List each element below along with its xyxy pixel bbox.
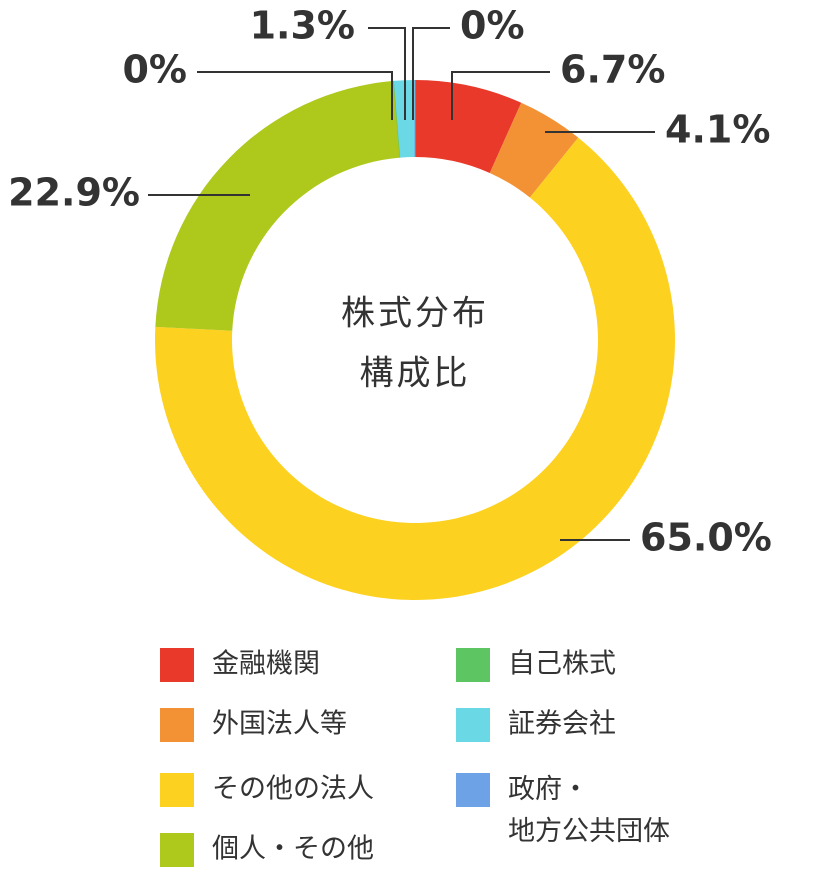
donut-slice [393, 80, 401, 158]
donut-slice [489, 102, 579, 198]
value-label: 1.3% [250, 4, 355, 48]
value-label: 65.0% [640, 516, 772, 560]
chart-title: 株式分布 [341, 294, 489, 334]
legend-label: 外国法人等 [212, 709, 347, 740]
legend-swatch [160, 773, 194, 807]
value-label: 0% [460, 4, 525, 48]
legend-swatch [456, 648, 490, 682]
value-label: 22.9% [8, 171, 140, 215]
value-label: 4.1% [665, 108, 770, 152]
legend-swatch [160, 833, 194, 867]
legend-label: 金融機関 [212, 649, 320, 680]
leader-line [451, 71, 550, 120]
legend-swatch [160, 648, 194, 682]
value-label: 6.7% [560, 48, 665, 92]
leader-line [368, 27, 406, 120]
legend-label: その他の法人 [212, 774, 374, 805]
legend-label: 個人・その他 [212, 834, 374, 865]
legend-swatch [160, 708, 194, 742]
donut-slice [415, 80, 522, 173]
legend-swatch [456, 773, 490, 807]
legend-label: 自己株式 [508, 649, 616, 680]
legend-swatch [456, 708, 490, 742]
leader-line [197, 71, 393, 120]
value-label: 0% [122, 48, 187, 92]
legend-label: 政府・地方公共団体 [508, 774, 670, 847]
donut-slice [155, 80, 401, 331]
legend-label: 証券会社 [508, 709, 616, 740]
donut-slice [154, 137, 675, 601]
leader-line [412, 27, 450, 120]
chart-title: 構成比 [360, 354, 471, 394]
